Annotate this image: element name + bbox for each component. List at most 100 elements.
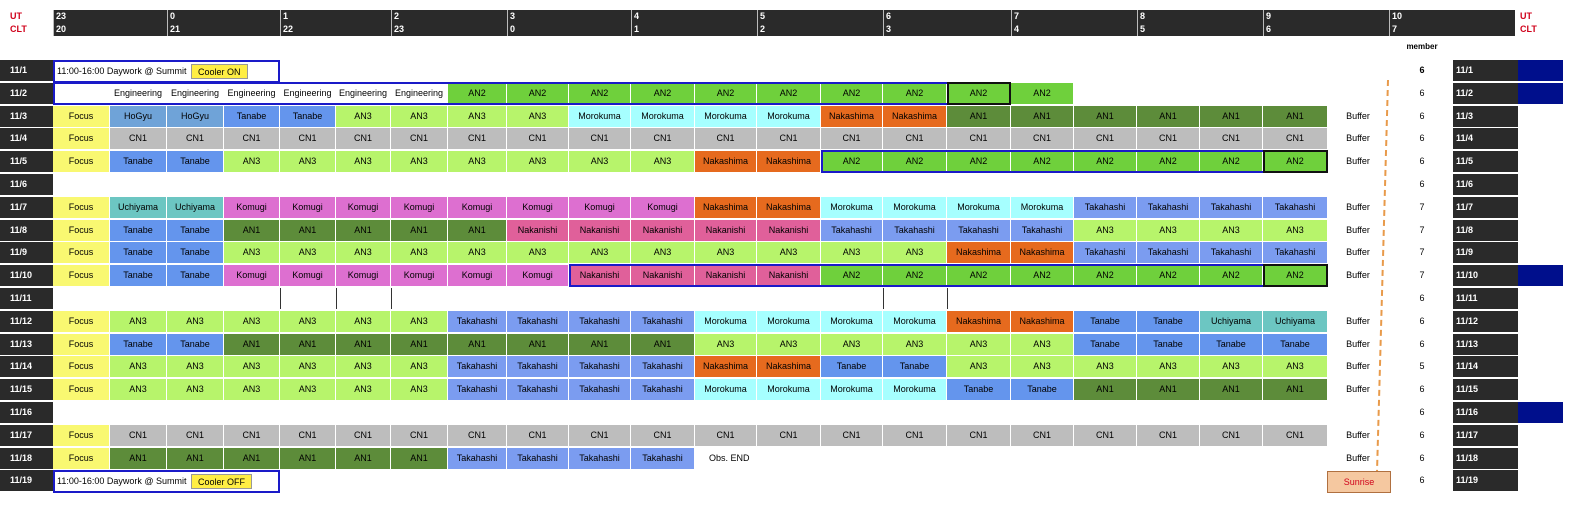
- schedule-slot[interactable]: AN1: [507, 333, 569, 355]
- schedule-slot[interactable]: AN3: [110, 379, 167, 401]
- schedule-slot[interactable]: CN1: [1011, 424, 1074, 446]
- schedule-slot[interactable]: Takahashi: [1200, 196, 1263, 218]
- schedule-slot[interactable]: AN2: [507, 82, 569, 104]
- schedule-slot[interactable]: Nakanishi: [757, 219, 821, 241]
- schedule-slot[interactable]: AN3: [280, 379, 336, 401]
- schedule-slot[interactable]: AN3: [947, 333, 1011, 355]
- schedule-slot[interactable]: AN2: [883, 151, 947, 173]
- schedule-slot[interactable]: Tanabe: [110, 333, 167, 355]
- schedule-slot[interactable]: AN3: [224, 151, 280, 173]
- schedule-slot[interactable]: AN2: [1263, 265, 1328, 287]
- schedule-slot[interactable]: Takahashi: [507, 310, 569, 332]
- schedule-slot[interactable]: AN1: [391, 447, 448, 469]
- schedule-slot[interactable]: Nakanishi: [757, 265, 821, 287]
- schedule-slot[interactable]: Focus: [53, 128, 110, 150]
- schedule-slot[interactable]: Komugi: [224, 265, 280, 287]
- schedule-slot[interactable]: AN1: [1011, 105, 1074, 127]
- schedule-slot[interactable]: Komugi: [507, 265, 569, 287]
- schedule-slot[interactable]: Takahashi: [631, 310, 695, 332]
- schedule-slot[interactable]: Uchiyama: [1263, 310, 1328, 332]
- schedule-slot[interactable]: Uchiyama: [110, 196, 167, 218]
- schedule-slot[interactable]: CN1: [391, 424, 448, 446]
- schedule-slot[interactable]: Tanabe: [947, 379, 1011, 401]
- schedule-slot[interactable]: AN1: [947, 105, 1011, 127]
- schedule-slot[interactable]: AN3: [110, 356, 167, 378]
- schedule-slot[interactable]: Nakanishi: [695, 265, 757, 287]
- schedule-slot[interactable]: CN1: [1263, 424, 1328, 446]
- schedule-slot[interactable]: Takahashi: [1074, 196, 1137, 218]
- schedule-slot[interactable]: Komugi: [336, 196, 391, 218]
- schedule-slot[interactable]: Takahashi: [507, 379, 569, 401]
- schedule-slot[interactable]: Focus: [53, 196, 110, 218]
- schedule-slot[interactable]: AN1: [1200, 379, 1263, 401]
- schedule-slot[interactable]: AN1: [1074, 105, 1137, 127]
- schedule-slot[interactable]: Nakashima: [947, 310, 1011, 332]
- schedule-slot[interactable]: Nakashima: [947, 242, 1011, 264]
- schedule-slot[interactable]: AN3: [757, 242, 821, 264]
- schedule-slot[interactable]: AN2: [821, 151, 883, 173]
- schedule-slot[interactable]: Engineering: [224, 82, 280, 104]
- schedule-slot[interactable]: Engineering: [110, 82, 167, 104]
- schedule-slot[interactable]: AN2: [1263, 151, 1328, 173]
- schedule-slot[interactable]: AN1: [631, 333, 695, 355]
- schedule-slot[interactable]: Takahashi: [569, 356, 631, 378]
- schedule-slot[interactable]: AN3: [1074, 356, 1137, 378]
- schedule-slot[interactable]: AN1: [1200, 105, 1263, 127]
- schedule-slot[interactable]: CN1: [947, 424, 1011, 446]
- schedule-slot[interactable]: Nakashima: [883, 105, 947, 127]
- schedule-slot[interactable]: Engineering: [336, 82, 391, 104]
- schedule-slot[interactable]: AN2: [631, 82, 695, 104]
- schedule-slot[interactable]: Tanabe: [1137, 310, 1200, 332]
- schedule-slot[interactable]: AN2: [1200, 265, 1263, 287]
- schedule-slot[interactable]: AN1: [448, 219, 507, 241]
- schedule-slot[interactable]: AN1: [1137, 379, 1200, 401]
- schedule-slot[interactable]: Takahashi: [631, 356, 695, 378]
- schedule-slot[interactable]: AN3: [448, 242, 507, 264]
- schedule-slot[interactable]: CN1: [1200, 128, 1263, 150]
- schedule-slot[interactable]: AN2: [1137, 151, 1200, 173]
- schedule-slot[interactable]: Nakanishi: [569, 219, 631, 241]
- schedule-slot[interactable]: Morokuma: [821, 196, 883, 218]
- schedule-slot[interactable]: Tanabe: [167, 265, 224, 287]
- schedule-slot[interactable]: AN3: [821, 333, 883, 355]
- schedule-slot[interactable]: AN3: [167, 356, 224, 378]
- schedule-slot[interactable]: CN1: [695, 128, 757, 150]
- schedule-slot[interactable]: CN1: [507, 424, 569, 446]
- schedule-slot[interactable]: Morokuma: [757, 310, 821, 332]
- schedule-slot[interactable]: Komugi: [391, 265, 448, 287]
- schedule-slot[interactable]: Takahashi: [1137, 196, 1200, 218]
- schedule-slot[interactable]: AN1: [1137, 105, 1200, 127]
- schedule-slot[interactable]: Tanabe: [1011, 379, 1074, 401]
- schedule-slot[interactable]: AN1: [224, 219, 280, 241]
- schedule-slot[interactable]: Nakashima: [1011, 242, 1074, 264]
- schedule-slot[interactable]: Komugi: [507, 196, 569, 218]
- schedule-slot[interactable]: Nakashima: [757, 196, 821, 218]
- schedule-slot[interactable]: Takahashi: [947, 219, 1011, 241]
- schedule-slot[interactable]: Takahashi: [448, 379, 507, 401]
- schedule-slot[interactable]: Komugi: [336, 265, 391, 287]
- schedule-slot[interactable]: AN3: [167, 310, 224, 332]
- schedule-slot[interactable]: AN3: [391, 356, 448, 378]
- schedule-slot[interactable]: Focus: [53, 447, 110, 469]
- schedule-slot[interactable]: Uchiyama: [1200, 310, 1263, 332]
- schedule-slot[interactable]: AN3: [167, 379, 224, 401]
- schedule-slot[interactable]: Takahashi: [883, 219, 947, 241]
- schedule-slot[interactable]: AN2: [883, 265, 947, 287]
- schedule-slot[interactable]: AN3: [391, 151, 448, 173]
- schedule-slot[interactable]: Nakashima: [757, 151, 821, 173]
- schedule-slot[interactable]: AN3: [280, 356, 336, 378]
- schedule-slot[interactable]: CN1: [448, 424, 507, 446]
- schedule-slot[interactable]: AN1: [167, 447, 224, 469]
- schedule-slot[interactable]: CN1: [224, 424, 280, 446]
- schedule-slot[interactable]: AN3: [448, 151, 507, 173]
- schedule-slot[interactable]: AN2: [1137, 265, 1200, 287]
- schedule-slot[interactable]: AN1: [1074, 379, 1137, 401]
- schedule-slot[interactable]: Takahashi: [1137, 242, 1200, 264]
- schedule-slot[interactable]: Takahashi: [1200, 242, 1263, 264]
- schedule-slot[interactable]: Tanabe: [1263, 333, 1328, 355]
- schedule-slot[interactable]: Tanabe: [110, 265, 167, 287]
- schedule-slot[interactable]: AN3: [336, 242, 391, 264]
- schedule-slot[interactable]: CN1: [569, 128, 631, 150]
- schedule-slot[interactable]: Takahashi: [1074, 242, 1137, 264]
- schedule-slot[interactable]: AN1: [224, 333, 280, 355]
